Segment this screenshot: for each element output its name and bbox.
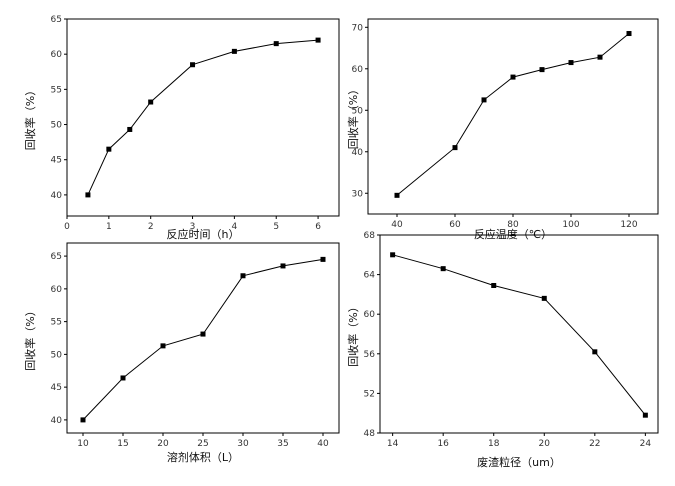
x-tick-label: 15 bbox=[117, 439, 128, 449]
x-tick-label: 2 bbox=[148, 222, 154, 232]
x-tick-label: 60 bbox=[449, 220, 461, 230]
x-tick-label: 16 bbox=[437, 439, 449, 449]
x-tick-label: 3 bbox=[190, 222, 196, 232]
y-tick-label: 52 bbox=[364, 389, 375, 399]
plot-frame bbox=[379, 234, 659, 434]
y-tick-label: 48 bbox=[364, 429, 376, 439]
x-tick-label: 20 bbox=[539, 439, 551, 449]
y-tick-label: 70 bbox=[352, 23, 364, 33]
data-point bbox=[120, 375, 126, 381]
y-tick-label: 55 bbox=[51, 318, 62, 328]
x-axis-label: 反应温度（℃） bbox=[474, 227, 552, 241]
y-axis-label: 回收率（%） bbox=[346, 84, 360, 149]
y-tick-label: 50 bbox=[352, 106, 364, 116]
x-tick-label: 0 bbox=[64, 222, 70, 232]
data-point bbox=[200, 331, 206, 337]
plot-frame bbox=[367, 18, 659, 215]
data-point bbox=[642, 412, 648, 418]
data-point bbox=[592, 349, 598, 355]
x-tick-label: 40 bbox=[391, 220, 403, 230]
plot-frame bbox=[66, 242, 340, 434]
y-tick-label: 64 bbox=[364, 271, 376, 281]
data-point bbox=[452, 145, 458, 151]
data-point bbox=[568, 60, 574, 66]
series-line bbox=[87, 39, 319, 196]
data-point bbox=[320, 256, 326, 262]
data-point bbox=[481, 97, 487, 103]
x-axis-label: 溶剂体积（L） bbox=[167, 450, 239, 464]
x-tick-label: 30 bbox=[237, 439, 249, 449]
series-line bbox=[392, 254, 646, 416]
data-point bbox=[85, 192, 91, 198]
y-tick-label: 65 bbox=[51, 15, 62, 25]
x-tick-label: 4 bbox=[232, 222, 238, 232]
data-point bbox=[190, 62, 196, 68]
data-point bbox=[491, 282, 497, 288]
x-tick-label: 25 bbox=[197, 439, 208, 449]
x-tick-label: 6 bbox=[315, 222, 321, 232]
data-point bbox=[315, 37, 321, 43]
data-point bbox=[597, 54, 603, 60]
data-point bbox=[160, 343, 166, 349]
x-tick-label: 14 bbox=[387, 439, 399, 449]
data-point bbox=[80, 417, 86, 423]
data-point bbox=[440, 266, 446, 272]
data-point bbox=[390, 252, 396, 258]
panel-reaction-temperature: 反应温度（℃） 回收率（%） 40 60 80 100 120 30 40 50 60 70 bbox=[346, 18, 659, 241]
x-axis-label: 反应时间（h） bbox=[167, 227, 240, 241]
y-tick-label: 45 bbox=[51, 156, 62, 166]
y-tick-label: 60 bbox=[364, 310, 376, 320]
x-tick-label: 10 bbox=[77, 439, 89, 449]
y-tick-label: 40 bbox=[51, 416, 63, 426]
x-tick-label: 20 bbox=[157, 439, 169, 449]
x-tick-label: 80 bbox=[507, 220, 519, 230]
data-point bbox=[273, 41, 279, 47]
y-tick-label: 30 bbox=[352, 189, 364, 199]
y-tick-label: 50 bbox=[51, 121, 63, 131]
y-axis-label: 回收率（%） bbox=[23, 85, 37, 150]
series-line bbox=[396, 33, 630, 196]
x-tick-label: 40 bbox=[317, 439, 329, 449]
y-tick-label: 60 bbox=[352, 65, 364, 75]
x-tick-label: 35 bbox=[277, 439, 288, 449]
x-tick-label: 24 bbox=[640, 439, 652, 449]
y-tick-label: 56 bbox=[364, 350, 376, 360]
y-tick-label: 40 bbox=[51, 191, 63, 201]
data-point bbox=[106, 146, 112, 152]
y-tick-label: 68 bbox=[364, 231, 376, 241]
x-tick-label: 22 bbox=[589, 439, 600, 449]
series-line bbox=[82, 258, 324, 421]
data-point bbox=[148, 99, 154, 105]
data-point bbox=[626, 31, 632, 37]
x-tick-label: 5 bbox=[273, 222, 279, 232]
x-tick-label: 1 bbox=[106, 222, 112, 232]
y-axis-label: 回收率（%） bbox=[23, 305, 37, 370]
y-tick-label: 65 bbox=[51, 252, 62, 262]
data-point bbox=[539, 67, 545, 73]
data-point bbox=[127, 126, 133, 132]
y-tick-label: 60 bbox=[51, 285, 63, 295]
panel-slag-particle-size: 废渣粒径（um） 回收率（%） 14 16 18 20 22 24 48 52 56 60 64 68 bbox=[346, 231, 659, 469]
plot-frame bbox=[66, 18, 340, 217]
x-axis-label: 废渣粒径（um） bbox=[477, 455, 561, 469]
y-tick-label: 50 bbox=[51, 350, 63, 360]
data-point bbox=[240, 273, 246, 279]
data-point bbox=[394, 192, 400, 198]
data-point bbox=[280, 263, 286, 269]
x-tick-label: 100 bbox=[562, 220, 579, 230]
x-tick-label: 18 bbox=[488, 439, 500, 449]
x-tick-label: 120 bbox=[620, 220, 637, 230]
y-tick-label: 55 bbox=[51, 85, 62, 95]
y-tick-label: 40 bbox=[352, 148, 364, 158]
y-tick-label: 60 bbox=[51, 50, 63, 60]
panel-solvent-volume: 溶剂体积（L） 回收率（%） 10 15 20 25 30 35 40 40 45 50 55 60 6… bbox=[23, 242, 340, 464]
data-point bbox=[231, 48, 237, 54]
y-axis-label: 回收率（%） bbox=[346, 301, 360, 366]
data-point bbox=[541, 295, 547, 301]
data-point bbox=[510, 74, 516, 80]
y-tick-label: 45 bbox=[51, 383, 62, 393]
